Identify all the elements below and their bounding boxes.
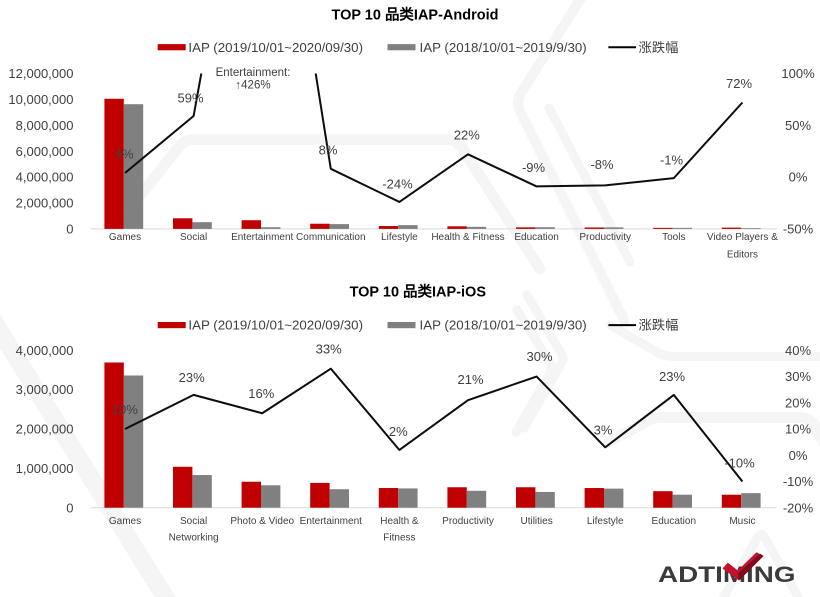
svg-text:Lifestyle: Lifestyle xyxy=(587,516,624,527)
svg-text:涨跌幅: 涨跌幅 xyxy=(639,40,679,55)
svg-text:0%: 0% xyxy=(789,448,808,463)
svg-text:50%: 50% xyxy=(785,118,811,133)
svg-text:10,000,000: 10,000,000 xyxy=(8,92,73,107)
svg-text:Social: Social xyxy=(180,516,207,527)
svg-text:4%: 4% xyxy=(115,147,134,162)
svg-text:Photo & Video: Photo & Video xyxy=(230,516,294,527)
svg-text:涨跌幅: 涨跌幅 xyxy=(639,318,679,333)
svg-text:-1%: -1% xyxy=(660,153,684,168)
svg-text:23%: 23% xyxy=(659,369,685,384)
svg-text:Education: Education xyxy=(652,516,696,527)
svg-text:Entertainment:: Entertainment: xyxy=(216,67,291,79)
svg-text:10%: 10% xyxy=(112,402,138,417)
svg-text:0%: 0% xyxy=(789,170,808,185)
svg-text:Networking: Networking xyxy=(169,533,219,544)
svg-text:10%: 10% xyxy=(785,422,811,437)
svg-text:4,000,000: 4,000,000 xyxy=(16,170,74,185)
svg-text:16%: 16% xyxy=(248,386,274,401)
svg-text:Utilities: Utilities xyxy=(520,516,552,527)
svg-text:3%: 3% xyxy=(594,423,613,438)
svg-text:Video Players &: Video Players & xyxy=(707,232,778,243)
svg-text:-50%: -50% xyxy=(783,222,814,237)
svg-text:2%: 2% xyxy=(389,424,408,439)
svg-text:23%: 23% xyxy=(179,370,205,385)
svg-text:TOP 10 品类IAP-iOS: TOP 10 品类IAP-iOS xyxy=(350,283,487,301)
svg-text:6,000,000: 6,000,000 xyxy=(16,144,74,159)
svg-text:59%: 59% xyxy=(177,91,203,106)
svg-text:Lifestyle: Lifestyle xyxy=(381,232,418,243)
svg-text:IAP (2019/10/01~2020/09/30): IAP (2019/10/01~2020/09/30) xyxy=(188,40,363,55)
svg-text:21%: 21% xyxy=(457,372,483,387)
svg-text:30%: 30% xyxy=(526,349,552,364)
svg-text:100%: 100% xyxy=(781,66,815,81)
svg-text:IAP (2018/10/01~2019/9/30): IAP (2018/10/01~2019/9/30) xyxy=(420,40,587,55)
svg-text:Editors: Editors xyxy=(727,249,758,260)
svg-text:12,000,000: 12,000,000 xyxy=(8,66,73,81)
svg-text:Social: Social xyxy=(180,232,207,243)
svg-text:TOP 10 品类IAP-Android: TOP 10 品类IAP-Android xyxy=(331,6,498,24)
svg-text:8%: 8% xyxy=(319,143,338,158)
svg-text:20%: 20% xyxy=(785,395,811,410)
svg-text:4,000,000: 4,000,000 xyxy=(16,343,74,358)
svg-text:Games: Games xyxy=(109,516,141,527)
svg-text:-10%: -10% xyxy=(783,474,814,489)
svg-text:33%: 33% xyxy=(316,341,342,356)
svg-text:-8%: -8% xyxy=(590,157,614,172)
svg-text:IAP (2018/10/01~2019/9/30): IAP (2018/10/01~2019/9/30) xyxy=(420,318,587,333)
svg-text:Music: Music xyxy=(729,516,755,527)
svg-text:Fitness: Fitness xyxy=(383,533,415,544)
svg-text:2,000,000: 2,000,000 xyxy=(16,196,74,211)
svg-text:Entertainment: Entertainment xyxy=(231,232,293,243)
svg-text:22%: 22% xyxy=(454,128,480,143)
svg-text:Health &: Health & xyxy=(380,516,419,527)
svg-text:Tools: Tools xyxy=(662,232,685,243)
svg-text:3,000,000: 3,000,000 xyxy=(16,382,74,397)
svg-text:↑426%: ↑426% xyxy=(235,80,270,92)
svg-text:Education: Education xyxy=(514,232,558,243)
svg-text:-10%: -10% xyxy=(724,455,755,470)
svg-text:0: 0 xyxy=(66,222,73,237)
svg-text:Productivity: Productivity xyxy=(442,516,494,527)
svg-text:2,000,000: 2,000,000 xyxy=(16,422,74,437)
svg-text:Health & Fitness: Health & Fitness xyxy=(431,232,504,243)
svg-text:Games: Games xyxy=(109,232,141,243)
svg-text:-9%: -9% xyxy=(522,160,546,175)
svg-text:0: 0 xyxy=(66,500,73,515)
svg-text:Productivity: Productivity xyxy=(579,232,631,243)
svg-text:30%: 30% xyxy=(785,369,811,384)
svg-text:40%: 40% xyxy=(785,343,811,358)
svg-text:-20%: -20% xyxy=(783,500,814,515)
svg-text:8,000,000: 8,000,000 xyxy=(16,118,74,133)
svg-text:72%: 72% xyxy=(726,76,752,91)
svg-text:1,000,000: 1,000,000 xyxy=(16,461,74,476)
svg-text:-24%: -24% xyxy=(382,177,413,192)
svg-text:Communication: Communication xyxy=(296,232,365,243)
svg-text:IAP (2019/10/01~2020/09/30): IAP (2019/10/01~2020/09/30) xyxy=(188,318,363,333)
svg-text:Entertainment: Entertainment xyxy=(300,516,362,527)
